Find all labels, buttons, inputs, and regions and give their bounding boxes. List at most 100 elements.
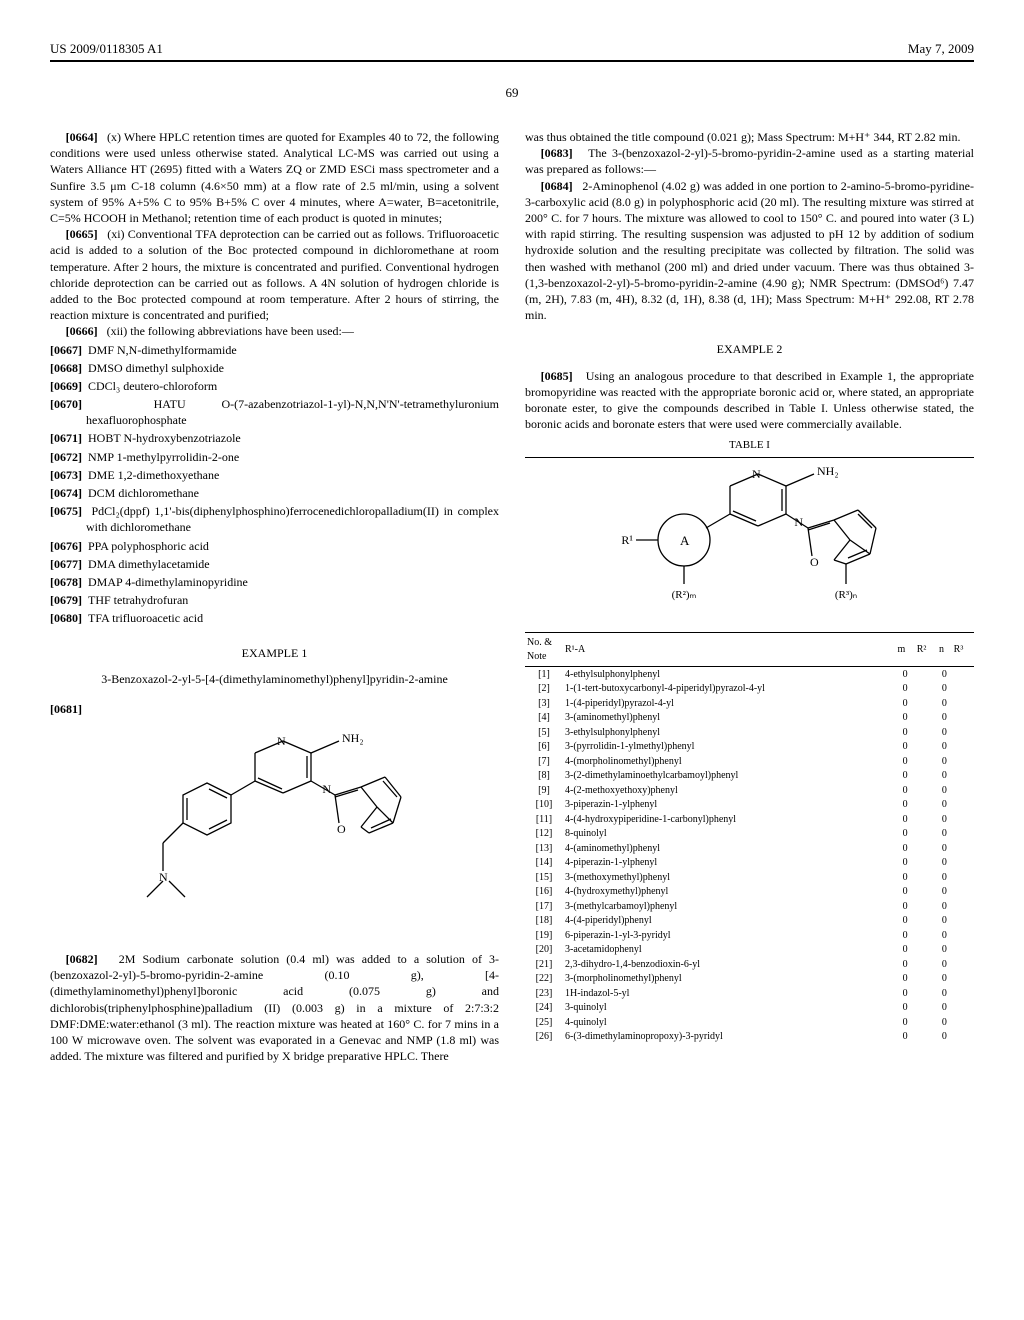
para-num: [0683] bbox=[541, 146, 573, 160]
table-cell bbox=[915, 885, 937, 900]
para-num: [0685] bbox=[541, 369, 573, 383]
table-cell: 8-quinolyl bbox=[563, 827, 896, 842]
para-text: The 3-(benzoxazol-2-yl)-5-bromo-pyridin-… bbox=[525, 146, 974, 176]
table-row: [20]3-acetamidophenyl00 bbox=[525, 943, 974, 958]
abbrev-text: HOBT N-hydroxybenzotriazole bbox=[82, 431, 241, 445]
table-cell: 0 bbox=[937, 914, 952, 929]
table-cell: [26] bbox=[525, 1030, 563, 1045]
abbrev-num: [0674] bbox=[50, 486, 82, 500]
abbrev-text: DMA dimethylacetamide bbox=[82, 557, 210, 571]
abbreviation-item: [0679] THF tetrahydrofuran bbox=[86, 592, 499, 608]
table-cell bbox=[915, 914, 937, 929]
table-cell: 0 bbox=[937, 783, 952, 798]
table-cell: 0 bbox=[896, 914, 915, 929]
col-head-r3: R³ bbox=[952, 633, 974, 667]
table-cell bbox=[915, 928, 937, 943]
table-cell: 3-ethylsulphonylphenyl bbox=[563, 725, 896, 740]
table-cell: 0 bbox=[937, 740, 952, 755]
table-row: [16]4-(hydroxymethyl)phenyl00 bbox=[525, 885, 974, 900]
table-row: [7]4-(morpholinomethyl)phenyl00 bbox=[525, 754, 974, 769]
table-cell bbox=[952, 682, 974, 697]
table-cell: 0 bbox=[896, 928, 915, 943]
table-row: [22]3-(morpholinomethyl)phenyl00 bbox=[525, 972, 974, 987]
abbreviation-item: [0676] PPA polyphosphoric acid bbox=[86, 538, 499, 554]
table-cell: 4-ethylsulphonylphenyl bbox=[563, 667, 896, 682]
table-cell bbox=[915, 783, 937, 798]
table-cell bbox=[952, 885, 974, 900]
table-cell bbox=[952, 899, 974, 914]
col-head-r2: R² bbox=[915, 633, 937, 667]
table-cell bbox=[915, 827, 937, 842]
para-num: [0664] bbox=[66, 130, 98, 144]
chemical-structure-1: N NH₂ N O N bbox=[50, 725, 499, 935]
table-cell: 0 bbox=[896, 856, 915, 871]
table-cell: 6-piperazin-1-yl-3-pyridyl bbox=[563, 928, 896, 943]
table-cell: 0 bbox=[937, 827, 952, 842]
table-cell bbox=[952, 696, 974, 711]
table-cell: 0 bbox=[896, 740, 915, 755]
table-cell bbox=[952, 769, 974, 784]
table-cell bbox=[915, 682, 937, 697]
table-cell: 0 bbox=[937, 856, 952, 871]
right-column: was thus obtained the title compound (0.… bbox=[525, 129, 974, 1064]
table-cell bbox=[915, 798, 937, 813]
abbrev-text: CDCl₃ deutero-chloroform bbox=[82, 379, 217, 393]
table-cell bbox=[952, 943, 974, 958]
abbrev-num: [0679] bbox=[50, 593, 82, 607]
abbreviations-list: [0667] DMF N,N-dimethylformamide[0668] D… bbox=[50, 342, 499, 627]
table-cell: 0 bbox=[896, 943, 915, 958]
table-cell: [22] bbox=[525, 972, 563, 987]
table-cell bbox=[915, 1030, 937, 1045]
table-cell: 0 bbox=[937, 972, 952, 987]
table-cell bbox=[915, 957, 937, 972]
table-row: [17]3-(methylcarbamoyl)phenyl00 bbox=[525, 899, 974, 914]
table-cell bbox=[952, 856, 974, 871]
table-cell: 1H-indazol-5-yl bbox=[563, 986, 896, 1001]
table-cell bbox=[915, 986, 937, 1001]
table-cell: [24] bbox=[525, 1001, 563, 1016]
table-cell: [20] bbox=[525, 943, 563, 958]
abbrev-num: [0671] bbox=[50, 431, 82, 445]
paragraph-0681: [0681] bbox=[50, 701, 499, 717]
r3n-label: (R³)ₙ bbox=[834, 589, 856, 601]
r1-label: R¹ bbox=[621, 533, 633, 547]
table-cell bbox=[915, 725, 937, 740]
abbrev-text: DMF N,N-dimethylformamide bbox=[82, 343, 237, 357]
table-cell bbox=[952, 725, 974, 740]
example-1-title: 3-Benzoxazol-2-yl-5-[4-(dimethylaminomet… bbox=[50, 671, 499, 687]
table-cell: 3-(methoxymethyl)phenyl bbox=[563, 870, 896, 885]
table-row: [14]4-piperazin-1-ylphenyl00 bbox=[525, 856, 974, 871]
atom-o: O bbox=[337, 822, 346, 836]
table-cell: [3] bbox=[525, 696, 563, 711]
table-cell: 3-piperazin-1-ylphenyl bbox=[563, 798, 896, 813]
table-cell: 0 bbox=[896, 696, 915, 711]
table-cell: [12] bbox=[525, 827, 563, 842]
table-cell: 0 bbox=[937, 725, 952, 740]
table-cell bbox=[952, 870, 974, 885]
table-1-label: TABLE I bbox=[525, 438, 974, 453]
table-cell bbox=[952, 914, 974, 929]
table-cell: 0 bbox=[896, 885, 915, 900]
abbreviation-item: [0677] DMA dimethylacetamide bbox=[86, 556, 499, 572]
abbreviation-item: [0667] DMF N,N-dimethylformamide bbox=[86, 342, 499, 358]
table-cell: 0 bbox=[896, 841, 915, 856]
table-row: [13]4-(aminomethyl)phenyl00 bbox=[525, 841, 974, 856]
table-cell: 0 bbox=[896, 769, 915, 784]
table-cell: 3-(pyrrolidin-1-ylmethyl)phenyl bbox=[563, 740, 896, 755]
page-number: 69 bbox=[50, 84, 974, 102]
table-cell bbox=[952, 841, 974, 856]
table-cell bbox=[952, 1015, 974, 1030]
para-num: [0665] bbox=[66, 227, 98, 241]
atom-o: O bbox=[810, 555, 819, 569]
ring-a-label: A bbox=[680, 533, 690, 548]
table-cell: [14] bbox=[525, 856, 563, 871]
abbrev-num: [0676] bbox=[50, 539, 82, 553]
table-cell bbox=[915, 667, 937, 682]
table-row: [26]6-(3-dimethylaminopropoxy)-3-pyridyl… bbox=[525, 1030, 974, 1045]
table-cell: [21] bbox=[525, 957, 563, 972]
abbrev-text: DME 1,2-dimethoxyethane bbox=[82, 468, 219, 482]
table-cell bbox=[952, 928, 974, 943]
para-text: Using an analogous procedure to that des… bbox=[525, 369, 974, 432]
abbrev-num: [0667] bbox=[50, 343, 82, 357]
table-cell: 0 bbox=[896, 986, 915, 1001]
